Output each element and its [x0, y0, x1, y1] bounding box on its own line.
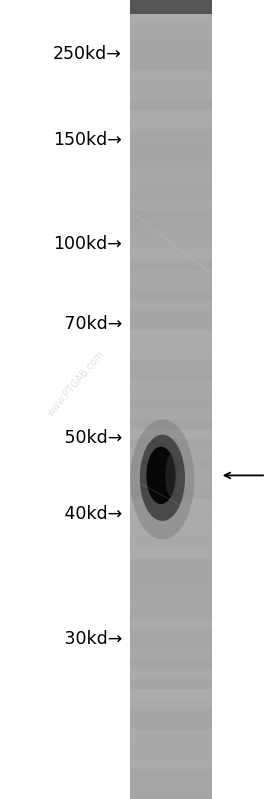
Bar	[130, 309, 212, 320]
Bar	[130, 459, 212, 469]
Bar	[130, 439, 212, 449]
Bar	[130, 240, 212, 249]
Bar	[130, 539, 212, 550]
Bar	[130, 320, 212, 329]
Bar	[130, 289, 212, 300]
Bar	[130, 230, 212, 240]
Bar	[130, 30, 212, 40]
Bar	[130, 150, 212, 160]
Bar	[130, 60, 212, 70]
Bar	[130, 140, 212, 150]
Ellipse shape	[165, 454, 178, 497]
Bar	[130, 479, 212, 489]
Bar	[130, 350, 212, 360]
Bar	[130, 599, 212, 609]
Bar	[130, 0, 212, 14]
Bar	[130, 70, 212, 80]
Bar	[130, 609, 212, 619]
Bar	[130, 749, 212, 759]
Bar	[130, 559, 212, 569]
Bar	[130, 670, 212, 679]
Bar	[130, 280, 212, 289]
Bar	[130, 20, 212, 30]
Bar	[130, 170, 212, 180]
Bar	[130, 789, 212, 799]
Bar	[130, 270, 212, 280]
Bar	[130, 260, 212, 269]
Bar	[130, 360, 212, 369]
Bar	[130, 120, 212, 129]
Bar	[130, 220, 212, 230]
Bar	[130, 430, 212, 439]
Bar	[130, 649, 212, 659]
Bar	[130, 590, 212, 599]
Text: 70kd→: 70kd→	[59, 315, 122, 332]
Bar	[130, 769, 212, 779]
Bar	[130, 739, 212, 749]
Bar	[130, 100, 212, 109]
Bar	[130, 340, 212, 350]
Text: www.PTGAB.com: www.PTGAB.com	[45, 348, 106, 419]
Bar	[130, 40, 212, 50]
Bar	[130, 50, 212, 60]
Bar	[130, 689, 212, 699]
Bar	[130, 710, 212, 719]
Bar	[130, 579, 212, 589]
Bar	[130, 209, 212, 220]
Ellipse shape	[146, 447, 176, 504]
Bar	[130, 779, 212, 789]
Bar	[130, 369, 212, 380]
Bar	[130, 380, 212, 389]
Bar	[130, 109, 212, 120]
Bar	[130, 129, 212, 140]
Text: 150kd→: 150kd→	[53, 131, 122, 149]
Bar	[130, 699, 212, 710]
Text: 100kd→: 100kd→	[53, 235, 122, 252]
Bar	[130, 90, 212, 100]
Bar	[130, 759, 212, 769]
Bar	[130, 729, 212, 739]
Bar	[130, 619, 212, 630]
Bar	[130, 329, 212, 340]
Bar	[130, 389, 212, 400]
Bar	[130, 719, 212, 729]
Bar	[130, 200, 212, 209]
Bar	[130, 630, 212, 639]
Bar	[130, 519, 212, 529]
Bar	[130, 10, 212, 20]
Bar	[130, 400, 212, 409]
Bar	[130, 510, 212, 519]
Bar	[130, 419, 212, 430]
Ellipse shape	[130, 419, 194, 539]
Bar	[130, 180, 212, 189]
Bar	[130, 0, 212, 10]
Bar	[130, 470, 212, 479]
Bar	[130, 550, 212, 559]
Bar	[130, 300, 212, 309]
Bar	[130, 0, 212, 799]
Text: 50kd→: 50kd→	[59, 429, 122, 447]
Bar	[130, 80, 212, 89]
Bar	[130, 639, 212, 649]
Text: 40kd→: 40kd→	[59, 505, 122, 523]
Bar	[130, 499, 212, 510]
Text: 250kd→: 250kd→	[53, 46, 122, 63]
Text: 30kd→: 30kd→	[59, 630, 122, 648]
Bar	[130, 190, 212, 200]
Bar	[130, 529, 212, 539]
Bar	[130, 249, 212, 260]
Bar	[130, 449, 212, 459]
Bar	[130, 569, 212, 579]
Bar	[130, 679, 212, 689]
Bar	[130, 409, 212, 419]
Ellipse shape	[140, 435, 185, 521]
Bar	[130, 659, 212, 669]
Bar	[130, 160, 212, 169]
Bar	[130, 489, 212, 499]
